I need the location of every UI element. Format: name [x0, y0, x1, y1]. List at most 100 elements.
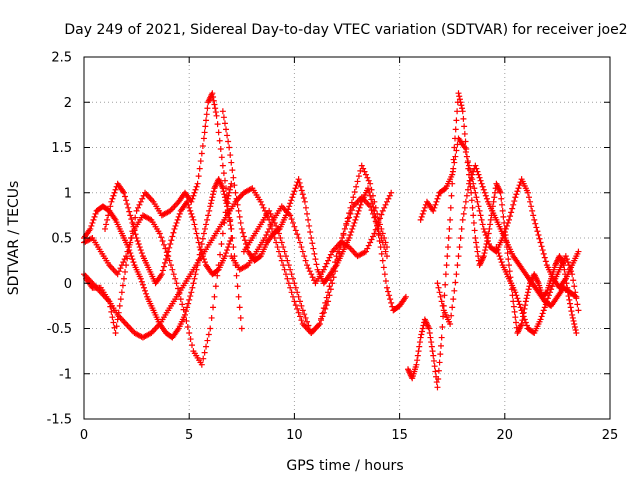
- data-point: [458, 225, 465, 232]
- data-point: [512, 289, 519, 296]
- data-point: [320, 266, 327, 273]
- data-point: [447, 216, 454, 223]
- data-points: [81, 90, 582, 391]
- data-point: [387, 296, 394, 303]
- data-point: [542, 258, 549, 265]
- data-point: [356, 204, 363, 211]
- data-point: [448, 312, 455, 319]
- data-point: [172, 222, 179, 229]
- data-point: [365, 177, 372, 184]
- data-point: [469, 171, 476, 178]
- data-point: [567, 300, 574, 307]
- data-point: [573, 330, 580, 337]
- data-point: [169, 266, 176, 273]
- data-point: [294, 289, 301, 296]
- data-point: [264, 228, 271, 235]
- data-point: [138, 250, 145, 257]
- data-point: [114, 271, 121, 278]
- y-tick-label: 0: [64, 277, 72, 292]
- data-point: [200, 256, 207, 263]
- data-point: [129, 256, 136, 263]
- data-point: [196, 165, 203, 172]
- data-point: [221, 177, 228, 184]
- data-point: [135, 241, 142, 248]
- data-point: [221, 253, 228, 260]
- data-point: [375, 225, 382, 232]
- data-point: [138, 278, 145, 285]
- data-point: [376, 230, 383, 237]
- data-point: [572, 289, 579, 296]
- data-point: [181, 311, 188, 318]
- data-point: [186, 330, 193, 337]
- data-point: [185, 201, 192, 208]
- data-point: [353, 183, 360, 190]
- data-point: [339, 235, 346, 241]
- data-point: [108, 198, 115, 205]
- data-point: [454, 141, 461, 148]
- data-point: [575, 248, 582, 255]
- data-point: [273, 239, 280, 246]
- data-point: [289, 293, 296, 300]
- data-point: [214, 267, 221, 274]
- data-point: [528, 203, 535, 210]
- data-point: [156, 230, 163, 237]
- data-point: [289, 194, 296, 201]
- data-point: [348, 207, 355, 214]
- data-point: [483, 235, 490, 241]
- data-point: [385, 195, 392, 202]
- data-point: [524, 189, 531, 196]
- data-point: [212, 109, 219, 116]
- data-point: [205, 212, 212, 219]
- data-point: [295, 309, 302, 316]
- data-point: [270, 216, 277, 223]
- data-point: [180, 306, 187, 313]
- data-point: [112, 330, 119, 337]
- data-point: [127, 212, 134, 219]
- data-point: [524, 289, 531, 296]
- data-point: [295, 235, 302, 241]
- data-point: [214, 272, 221, 279]
- data-point: [107, 203, 114, 210]
- data-point: [127, 235, 134, 241]
- data-point: [143, 290, 150, 297]
- data-point: [380, 264, 387, 271]
- data-point: [214, 121, 221, 128]
- data-point: [287, 266, 294, 273]
- data-point: [367, 203, 374, 210]
- data-point: [355, 173, 362, 180]
- data-point: [120, 189, 127, 196]
- data-point: [219, 162, 226, 169]
- data-point: [306, 222, 313, 229]
- data-point: [505, 256, 512, 263]
- data-point: [434, 280, 441, 287]
- data-point: [349, 225, 356, 232]
- data-point: [330, 265, 337, 272]
- data-point: [120, 259, 127, 266]
- data-point: [106, 298, 113, 305]
- data-point: [453, 271, 460, 278]
- data-point: [429, 348, 436, 355]
- data-point: [112, 186, 119, 193]
- data-point: [120, 275, 127, 282]
- data-point: [298, 302, 305, 309]
- data-point: [213, 112, 220, 119]
- data-point: [227, 222, 234, 229]
- data-point: [292, 185, 299, 192]
- data-point: [205, 331, 212, 338]
- data-point: [568, 308, 575, 315]
- data-point: [352, 216, 359, 223]
- data-point: [233, 195, 240, 202]
- data-point: [130, 259, 137, 266]
- data-point: [140, 284, 147, 291]
- data-point: [176, 210, 183, 217]
- data-point: [368, 207, 375, 214]
- data-point: [471, 185, 478, 192]
- data-point: [517, 304, 524, 311]
- data-point: [357, 201, 364, 208]
- data-point: [362, 171, 369, 178]
- data-point: [114, 316, 121, 323]
- data-point: [311, 250, 318, 257]
- data-point: [372, 218, 379, 225]
- data-point: [541, 254, 548, 261]
- data-point: [522, 298, 529, 305]
